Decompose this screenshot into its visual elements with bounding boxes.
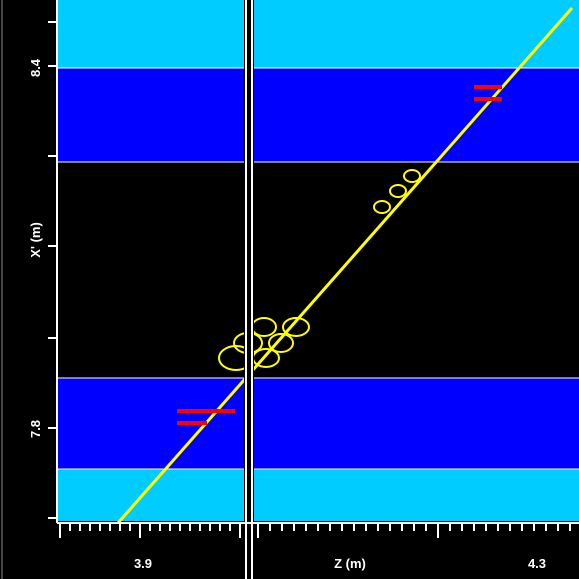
inner-band-top: [57, 68, 579, 162]
x-tick-label: 4.3: [528, 556, 546, 571]
y-tick-label: 7.8: [28, 420, 43, 438]
red-bar-marker-icon: [177, 409, 235, 413]
marker-upper[interactable]: [474, 85, 502, 101]
red-bar-marker-icon: [474, 97, 502, 101]
outer-band-top: [57, 0, 579, 68]
y-axis: [48, 21, 57, 519]
yellow-ellipse-icon: [403, 169, 421, 183]
x-tick-label: 3.9: [134, 556, 152, 571]
y-tick-label: 8.4: [28, 58, 43, 77]
red-bar-marker-icon: [474, 85, 502, 89]
y-axis-title: X' (m): [28, 222, 43, 258]
x-axis-title: Z (m): [334, 556, 366, 571]
trajectory-line: [116, 7, 574, 524]
plot-area[interactable]: [57, 0, 579, 521]
inner-band-bottom: [57, 378, 579, 469]
yellow-ellipse-icon: [268, 333, 294, 353]
x-axis-right-ticks: [257, 523, 571, 538]
yellow-ellipse-icon: [373, 200, 391, 214]
pane-divider[interactable]: [244, 0, 254, 579]
bubble-cluster-upper: [373, 169, 421, 214]
core-band: [57, 162, 579, 378]
yellow-ellipse-icon: [389, 184, 407, 198]
outer-band-bottom: [57, 469, 579, 521]
yellow-ellipse-icon: [282, 317, 310, 337]
marker-lower[interactable]: [177, 409, 235, 425]
x-axis-left-ticks: [59, 523, 241, 538]
red-bar-marker-icon: [177, 421, 207, 425]
